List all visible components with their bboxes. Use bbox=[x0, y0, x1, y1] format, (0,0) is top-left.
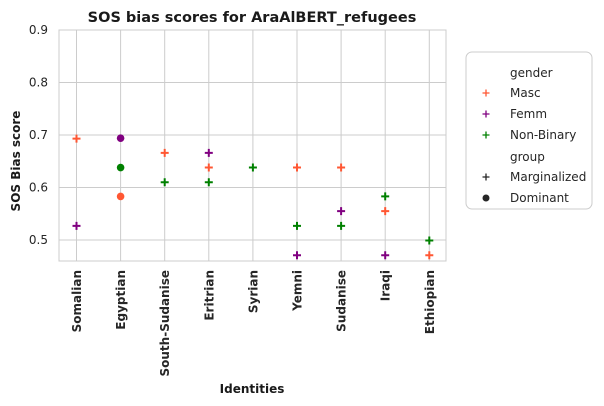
y-tick-label: 0.6 bbox=[29, 181, 48, 195]
x-tick-label-iraqi: Iraqi bbox=[379, 270, 393, 301]
plot-area: 0.5 0.6 0.7 0.8 0.9 Somalian Egyptian South-Sud… bbox=[29, 23, 447, 377]
legend-label-non-binary: Non-Binary bbox=[510, 128, 576, 142]
point-masc-eritrian bbox=[204, 163, 213, 172]
x-axis-label: Identities bbox=[220, 382, 285, 396]
y-tick-label: 0.8 bbox=[29, 76, 48, 90]
legend-label-masc: Masc bbox=[510, 86, 541, 100]
point-masc-ethiopian bbox=[425, 251, 434, 260]
legend-frame bbox=[465, 51, 593, 210]
point-non-binary-yemni bbox=[293, 221, 301, 230]
y-tick-label: 0.9 bbox=[29, 23, 48, 37]
series-femm bbox=[72, 134, 390, 260]
series-masc bbox=[72, 134, 434, 260]
point-femm-egyptian bbox=[116, 134, 125, 142]
point-non-binary-eritrian bbox=[204, 178, 213, 187]
legend-label-dominant: Dominant bbox=[510, 191, 569, 205]
legend-title-gender: gender bbox=[510, 66, 553, 80]
x-tick-label-egyptian: Egyptian bbox=[114, 270, 128, 330]
legend-marker-non-binary bbox=[482, 131, 490, 139]
point-masc-south-sudanise bbox=[160, 148, 169, 157]
point-masc-sudanise bbox=[337, 163, 346, 172]
x-tick-label-syrian: Syrian bbox=[246, 270, 260, 313]
point-non-binary-south-sudanise bbox=[160, 178, 169, 187]
y-axis-label: SOS Bias score bbox=[9, 111, 23, 212]
point-non-binary-syrian bbox=[248, 163, 257, 172]
legend-marker-femm bbox=[482, 110, 490, 118]
legend-marker-dominant bbox=[482, 194, 490, 202]
legend-marker-masc bbox=[482, 89, 490, 97]
legend-label-femm: Femm bbox=[510, 107, 547, 121]
point-masc-somalian bbox=[72, 134, 81, 143]
point-femm-sudanise bbox=[337, 207, 346, 216]
point-masc-iraqi bbox=[381, 207, 390, 216]
point-femm-yemni bbox=[293, 251, 301, 260]
point-masc-egyptian bbox=[116, 192, 125, 201]
point-femm-somalian bbox=[72, 221, 81, 230]
x-tick-label-ethiopian: Ethiopian bbox=[423, 270, 437, 334]
x-tick-label-eritrian: Eritrian bbox=[202, 270, 216, 321]
y-tick-label: 0.7 bbox=[29, 128, 48, 142]
point-femm-eritrian bbox=[204, 148, 213, 157]
series-non-binary bbox=[116, 163, 434, 245]
x-tick-label-sudanise: Sudanise bbox=[335, 270, 349, 332]
point-femm-iraqi bbox=[381, 251, 390, 260]
y-tick-label: 0.5 bbox=[29, 233, 48, 247]
point-non-binary-ethiopian bbox=[425, 236, 434, 245]
x-tick-label-yemni: Yemni bbox=[291, 270, 305, 312]
point-non-binary-sudanise bbox=[337, 221, 346, 230]
chart-title: SOS bias scores for AraAlBERT_refugees bbox=[88, 10, 417, 26]
x-tick-label-somalian: Somalian bbox=[70, 270, 84, 332]
legend-label-marginalized: Marginalized bbox=[510, 170, 586, 184]
point-non-binary-iraqi bbox=[381, 192, 390, 201]
point-non-binary-egyptian bbox=[116, 163, 125, 172]
legend-title-group: group bbox=[510, 150, 545, 164]
legend-marker-marginalized bbox=[482, 173, 490, 181]
x-tick-label-south-sudanise: South-Sudanise bbox=[158, 270, 172, 377]
legend: gender Masc Femm Non-Binary group Marginal… bbox=[465, 51, 593, 210]
point-masc-yemni bbox=[293, 163, 301, 172]
